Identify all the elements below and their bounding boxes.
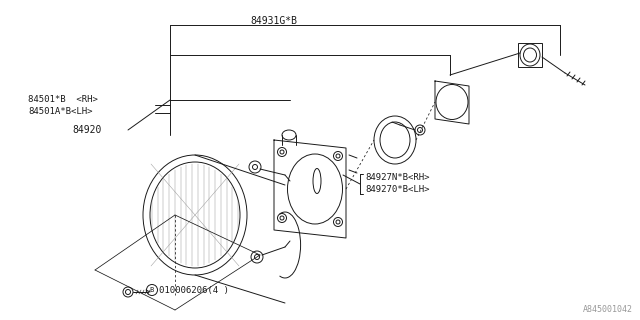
- Text: 84927N*B<RH>: 84927N*B<RH>: [365, 173, 429, 182]
- Text: 84501*B  <RH>: 84501*B <RH>: [28, 95, 98, 105]
- Text: 010006206(4 ): 010006206(4 ): [159, 285, 229, 294]
- Text: 84931G*B: 84931G*B: [250, 16, 297, 26]
- Bar: [518, 43, 542, 67]
- Text: 84920: 84920: [72, 125, 101, 135]
- Text: 849270*B<LH>: 849270*B<LH>: [365, 186, 429, 195]
- Text: B: B: [150, 287, 154, 293]
- Text: 84501A*B<LH>: 84501A*B<LH>: [28, 108, 93, 116]
- Text: A845001042: A845001042: [583, 306, 633, 315]
